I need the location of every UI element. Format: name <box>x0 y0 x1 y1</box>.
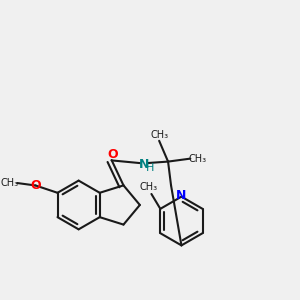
Text: CH₃: CH₃ <box>1 178 19 188</box>
Text: O: O <box>108 148 118 161</box>
Text: CH₃: CH₃ <box>189 154 207 164</box>
Text: CH₃: CH₃ <box>150 130 168 140</box>
Text: CH₃: CH₃ <box>140 182 158 192</box>
Text: O: O <box>30 179 41 192</box>
Text: N: N <box>139 158 149 171</box>
Text: H: H <box>146 164 154 173</box>
Text: N: N <box>176 189 187 202</box>
